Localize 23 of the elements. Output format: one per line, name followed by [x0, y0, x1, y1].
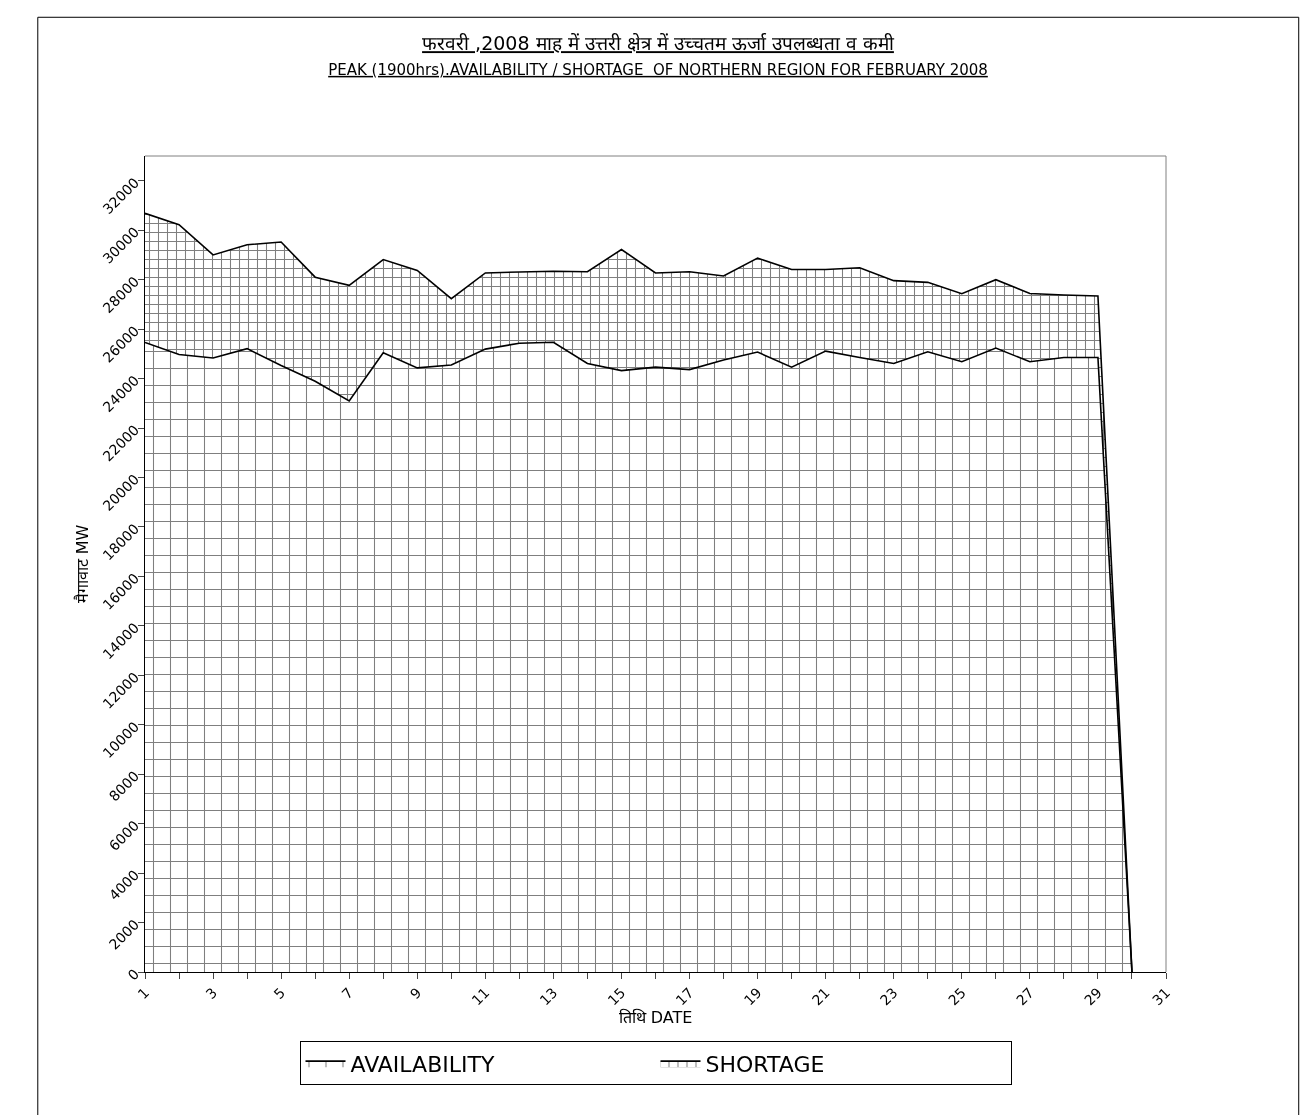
x-tick-label: 31 — [1149, 984, 1174, 1009]
x-tick-label: 25 — [944, 984, 969, 1009]
x-tick-label: 21 — [808, 984, 833, 1009]
x-tick-label: 1 — [134, 984, 153, 1003]
x-tick-label: 11 — [468, 984, 493, 1009]
x-tick-label: 23 — [876, 984, 901, 1009]
chart-subtitle: PEAK (1900hrs).AVAILABILITY / SHORTAGE OF NORTHERN REGION FOR FEBRUARY 2008 — [328, 60, 988, 79]
x-tick-label: 3 — [202, 984, 221, 1003]
x-tick-label: 29 — [1081, 984, 1105, 1009]
x-tick-label: 15 — [604, 984, 629, 1009]
x-axis-title: तिथि DATE — [618, 1008, 693, 1028]
x-tick-label: 7 — [338, 984, 357, 1003]
legend-label: SHORTAGE — [705, 1051, 825, 1077]
y-axis-title: मैगावाट MW — [73, 524, 93, 604]
y-tick-label: 0 — [124, 965, 143, 984]
chart-title: फरवरी ,2008 माह में उत्तरी क्षेत्र में उच्चतम ऊर्जा उपलब्धता व कमी — [422, 32, 895, 55]
legend-label: AVAILABILITY — [350, 1051, 495, 1077]
x-tick-label: 9 — [406, 984, 425, 1003]
x-tick-label: 13 — [536, 984, 561, 1009]
x-tick-label: 27 — [1013, 984, 1037, 1009]
x-tick-label: 17 — [672, 984, 697, 1009]
x-tick-label: 19 — [740, 984, 765, 1009]
x-tick-label: 5 — [270, 984, 289, 1003]
